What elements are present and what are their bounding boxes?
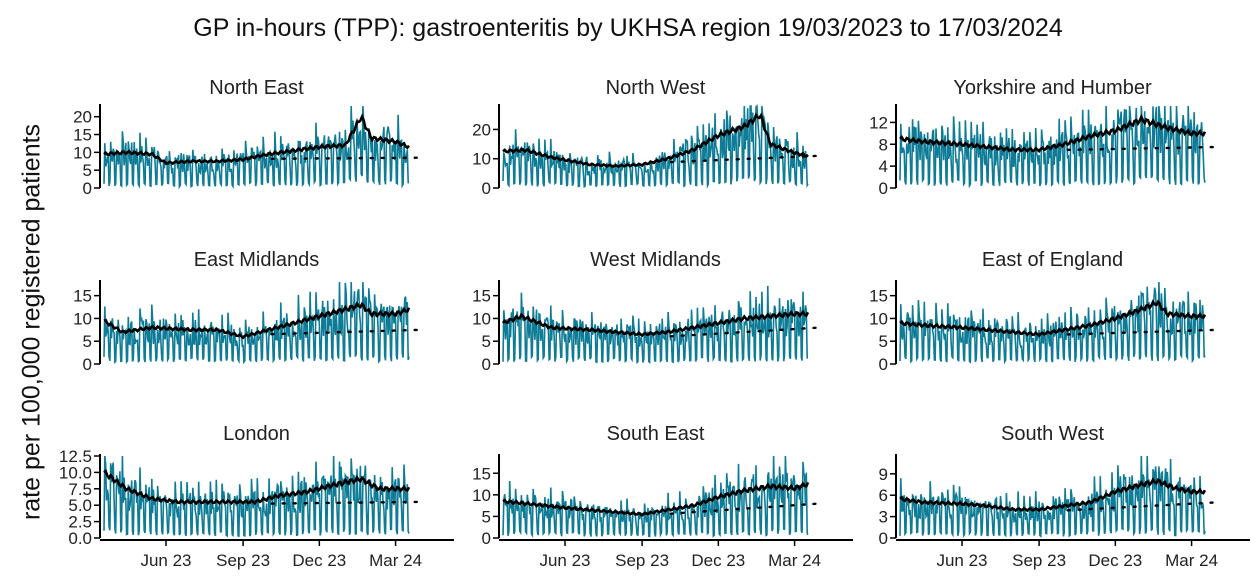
y-tick-label: 6 <box>879 486 888 505</box>
rolling-average-series <box>502 481 810 517</box>
panel-title: West Midlands <box>590 249 721 271</box>
y-tick-label: 0 <box>879 355 888 374</box>
y-tick-label: 5 <box>83 161 92 180</box>
y-tick-label: 0 <box>83 355 92 374</box>
y-tick-label: 15 <box>73 287 92 306</box>
y-tick-label: 5 <box>879 332 888 351</box>
daily-rate-series <box>502 104 809 189</box>
x-tick-label: Sep 23 <box>615 551 669 570</box>
y-tick-label: 0 <box>879 529 888 548</box>
panel-title: South East <box>607 423 705 445</box>
baseline-series <box>270 156 422 161</box>
y-tick-label: 20 <box>73 108 92 127</box>
daily-rate-series <box>899 105 1206 189</box>
facet-panel: Yorkshire and Humber 0 4 8 12 <box>869 77 1218 198</box>
y-tick-label: 10.0 <box>59 463 92 482</box>
x-tick-label: Dec 23 <box>1088 551 1142 570</box>
x-tick-label: Mar 24 <box>369 551 422 570</box>
y-tick-label: 2.5 <box>68 513 92 532</box>
daily-rate-series <box>899 455 1206 538</box>
rolling-average-series <box>501 309 810 338</box>
panel-title: London <box>223 423 290 445</box>
facet-panel: East of England 0 5 10 15 <box>869 249 1218 374</box>
daily-rate-series <box>103 455 410 538</box>
y-tick-label: 5.0 <box>68 496 92 515</box>
baseline-series <box>1066 328 1218 336</box>
y-tick-label: 0 <box>482 179 491 198</box>
facet-panel: North West 0 10 20 <box>472 77 821 198</box>
x-tick-label: Jun 23 <box>539 551 590 570</box>
y-tick-label: 5 <box>482 507 491 526</box>
y-tick-label: 0 <box>482 355 491 374</box>
y-tick-label: 5 <box>83 332 92 351</box>
panel-title: North East <box>209 77 304 99</box>
rolling-average-series <box>502 112 809 169</box>
y-tick-label: 10 <box>472 309 491 328</box>
daily-rate-series <box>899 281 1206 365</box>
y-tick-label: 4 <box>879 157 888 176</box>
y-tick-label: 5 <box>482 332 491 351</box>
y-tick-label: 15 <box>869 287 888 306</box>
y-tick-label: 0 <box>83 179 92 198</box>
y-tick-label: 7.5 <box>68 480 92 499</box>
y-tick-label: 20 <box>472 120 491 139</box>
baseline-series <box>1066 501 1218 512</box>
x-tick-label: Sep 23 <box>216 551 270 570</box>
facet-panel: South West 0 3 6 9 Jun 23 Sep 23 Dec 23 Mar 24 <box>879 423 1250 570</box>
rolling-average-series <box>103 113 410 166</box>
daily-rate-series <box>502 455 809 538</box>
baseline-series <box>669 326 821 338</box>
baseline-series <box>669 502 821 515</box>
x-tick-label: Jun 23 <box>936 551 987 570</box>
y-tick-label: 10 <box>73 309 92 328</box>
panel-title: North West <box>606 77 706 99</box>
y-tick-label: 0 <box>482 529 491 548</box>
rolling-average-series <box>103 301 411 340</box>
y-tick-label: 9 <box>879 465 888 484</box>
panel-title: Yorkshire and Humber <box>953 77 1152 99</box>
y-tick-label: 0 <box>879 179 888 198</box>
facet-panel: West Midlands 0 5 10 15 <box>472 249 821 374</box>
baseline-series <box>1066 145 1218 152</box>
rolling-average-series <box>899 299 1207 338</box>
rolling-average-series <box>899 477 1207 513</box>
y-tick-label: 10 <box>472 486 491 505</box>
facet-panel: East Midlands 0 5 10 15 <box>73 249 422 374</box>
y-tick-label: 10 <box>472 150 491 169</box>
baseline-series <box>270 328 422 336</box>
daily-rate-series <box>103 281 410 365</box>
baseline-series <box>270 500 422 505</box>
y-tick-label: 12 <box>869 113 888 132</box>
y-tick-label: 0.0 <box>68 529 92 548</box>
y-tick-label: 10 <box>869 309 888 328</box>
x-tick-label: Dec 23 <box>292 551 346 570</box>
y-tick-label: 12.5 <box>59 447 92 466</box>
y-tick-label: 15 <box>73 126 92 145</box>
facet-panel: London 0.02.55.07.510.012.5 Jun 23 Sep 23 De… <box>59 423 454 570</box>
y-tick-label: 10 <box>73 143 92 162</box>
x-tick-label: Sep 23 <box>1012 551 1066 570</box>
facet-panel: South East 0 5 10 15 Jun 23 Sep 23 Dec 23 Mar 24 <box>472 423 853 570</box>
panel-title: South West <box>1001 423 1104 445</box>
x-tick-label: Mar 24 <box>768 551 821 570</box>
x-tick-label: Jun 23 <box>140 551 191 570</box>
x-tick-label: Dec 23 <box>691 551 745 570</box>
y-tick-label: 8 <box>879 135 888 154</box>
rolling-average-series <box>103 468 411 506</box>
daily-rate-series <box>502 285 809 365</box>
panel-title: East of England <box>982 249 1123 271</box>
y-tick-label: 3 <box>879 508 888 527</box>
y-tick-label: 15 <box>472 287 491 306</box>
x-tick-label: Mar 24 <box>1165 551 1218 570</box>
y-tick-label: 15 <box>472 464 491 483</box>
chart-title: GP in-hours (TPP): gastroenteritis by UK… <box>193 14 1063 42</box>
rolling-average-series <box>899 113 1207 154</box>
baseline-series <box>669 154 821 164</box>
panel-title: East Midlands <box>194 249 320 271</box>
